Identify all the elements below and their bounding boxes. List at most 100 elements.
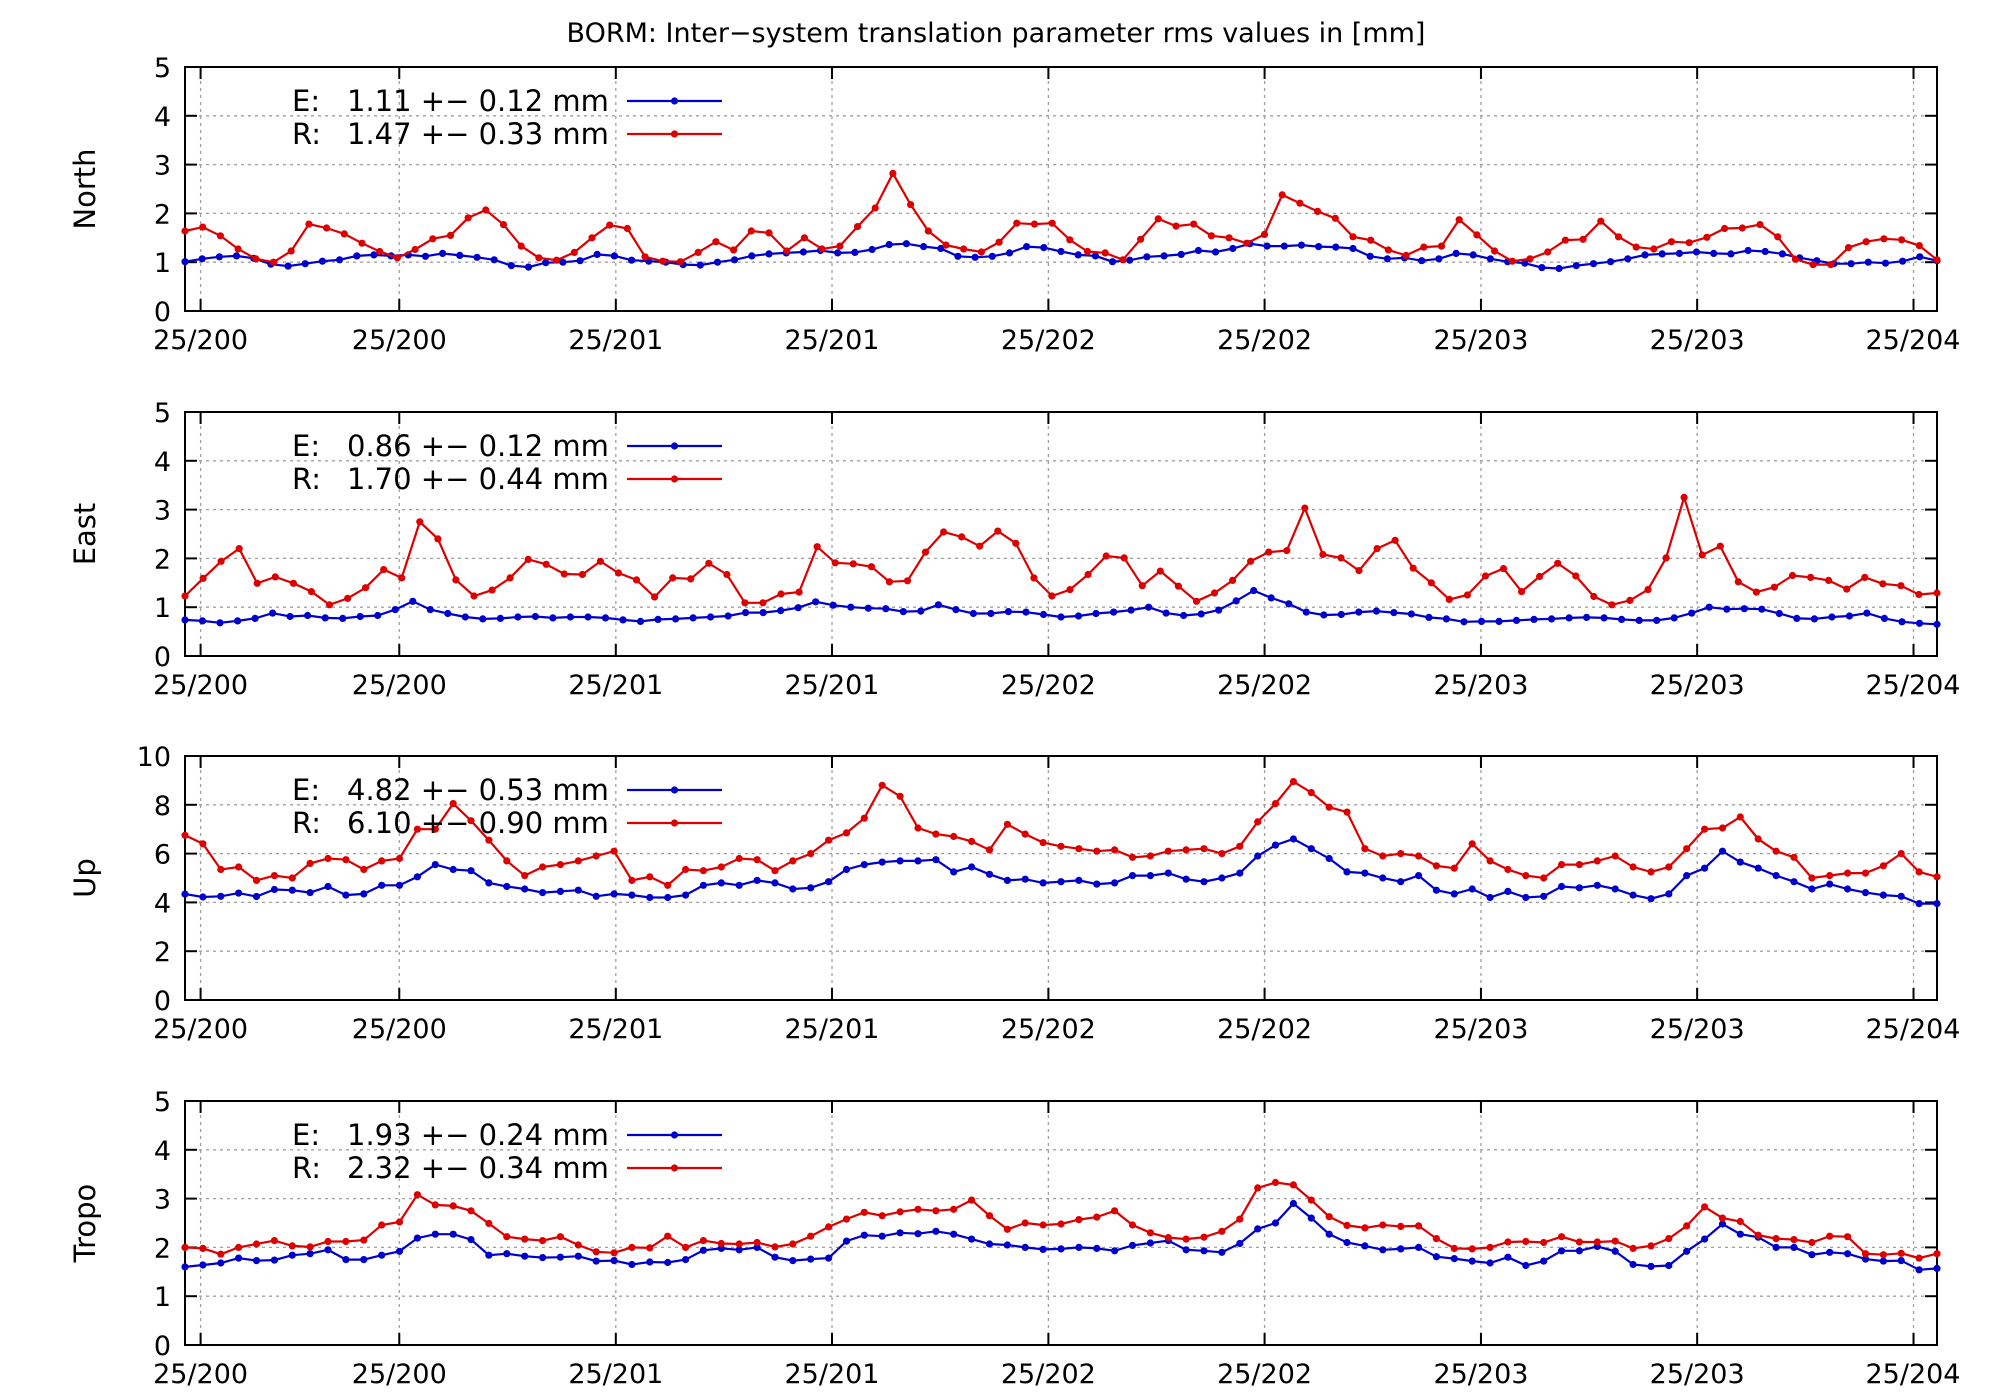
data-point xyxy=(1915,1254,1923,1262)
data-point xyxy=(1146,852,1154,860)
data-point xyxy=(669,574,677,582)
data-point xyxy=(1379,852,1387,860)
data-point xyxy=(1540,1257,1548,1265)
data-point xyxy=(1718,1220,1727,1228)
data-point xyxy=(610,1257,618,1265)
data-point xyxy=(1218,1227,1226,1235)
data-point xyxy=(362,584,370,592)
data-point xyxy=(235,1254,243,1262)
data-point xyxy=(825,1223,833,1231)
data-point xyxy=(556,887,565,896)
data-point xyxy=(907,201,915,209)
data-point xyxy=(1343,1238,1351,1247)
data-point xyxy=(1667,238,1676,246)
data-point xyxy=(1647,1242,1655,1250)
data-point xyxy=(988,252,996,260)
data-point xyxy=(950,1230,958,1238)
data-point xyxy=(765,250,773,258)
data-point xyxy=(1880,614,1888,623)
y-axis-label: Up xyxy=(68,858,102,898)
data-point xyxy=(270,1237,278,1245)
data-point xyxy=(395,854,404,863)
data-point xyxy=(1810,615,1818,623)
data-point xyxy=(181,831,189,839)
data-point xyxy=(1561,236,1569,244)
data-point xyxy=(592,1257,600,1265)
y-tick-label: 0 xyxy=(154,642,171,673)
data-point xyxy=(1343,1221,1351,1229)
data-point xyxy=(672,615,680,623)
data-point xyxy=(1703,233,1711,241)
y-tick-label: 0 xyxy=(154,986,171,1017)
data-point xyxy=(356,612,364,621)
data-point xyxy=(1236,1215,1244,1223)
data-point xyxy=(1260,230,1269,238)
data-point xyxy=(305,220,313,228)
data-point xyxy=(340,230,348,238)
legend-name: E: xyxy=(292,773,320,807)
data-point xyxy=(1463,591,1471,599)
data-point xyxy=(1325,854,1333,863)
data-point xyxy=(1698,551,1706,559)
y-tick-label: 5 xyxy=(154,1087,171,1118)
data-point xyxy=(391,606,399,614)
data-point xyxy=(867,563,876,571)
data-point xyxy=(1504,1238,1512,1246)
data-point xyxy=(446,231,455,239)
data-point xyxy=(1629,863,1637,871)
data-point xyxy=(578,570,587,579)
data-point xyxy=(1864,258,1872,266)
data-point xyxy=(977,248,986,256)
legend-name: R: xyxy=(292,806,321,840)
legend-name: E: xyxy=(292,84,320,118)
data-point xyxy=(1192,597,1201,605)
data-point xyxy=(1022,608,1030,616)
data-point xyxy=(1844,869,1852,877)
x-tick-label: 25/203 xyxy=(1650,1014,1745,1045)
data-point xyxy=(1683,845,1691,853)
data-point xyxy=(353,252,361,260)
data-point xyxy=(1066,236,1074,244)
data-point xyxy=(1521,259,1529,267)
data-point xyxy=(324,1237,332,1246)
data-point xyxy=(252,255,260,263)
data-point xyxy=(1611,1237,1619,1245)
data-point xyxy=(968,1235,976,1243)
data-point xyxy=(1225,234,1233,242)
x-tick-label: 25/201 xyxy=(785,325,880,356)
data-point xyxy=(1450,1244,1458,1252)
data-point xyxy=(971,253,979,261)
data-point xyxy=(324,854,332,863)
data-point xyxy=(717,863,725,871)
data-point xyxy=(1057,613,1065,621)
data-point xyxy=(1653,616,1661,625)
data-point xyxy=(741,599,749,607)
data-point xyxy=(1172,222,1180,230)
data-point xyxy=(1349,233,1357,241)
data-point xyxy=(521,1235,529,1243)
data-point xyxy=(849,560,857,568)
data-point xyxy=(360,890,368,898)
data-point xyxy=(777,590,785,598)
data-point xyxy=(1005,249,1014,257)
data-point xyxy=(924,227,932,235)
data-point xyxy=(985,1240,994,1248)
data-point xyxy=(1289,1181,1297,1189)
data-point xyxy=(306,1250,314,1258)
data-point xyxy=(795,588,803,596)
data-point xyxy=(1736,813,1744,821)
data-point xyxy=(395,1218,404,1226)
data-point xyxy=(842,1215,851,1223)
data-point xyxy=(842,1237,851,1245)
x-tick-label: 25/202 xyxy=(1217,325,1312,356)
data-point xyxy=(1770,583,1778,591)
data-point xyxy=(1590,592,1598,601)
data-point xyxy=(1844,885,1852,893)
data-point xyxy=(1361,869,1369,877)
data-point xyxy=(628,1243,636,1251)
data-point xyxy=(592,892,600,900)
data-point xyxy=(1074,612,1083,620)
chart-panel-east: 0 1 2 3 4 5 25/200 25/200 25/201 25/201 25/202 25/2… xyxy=(68,398,1961,701)
data-point xyxy=(1572,572,1580,580)
x-tick-label: 25/202 xyxy=(1217,1359,1312,1390)
